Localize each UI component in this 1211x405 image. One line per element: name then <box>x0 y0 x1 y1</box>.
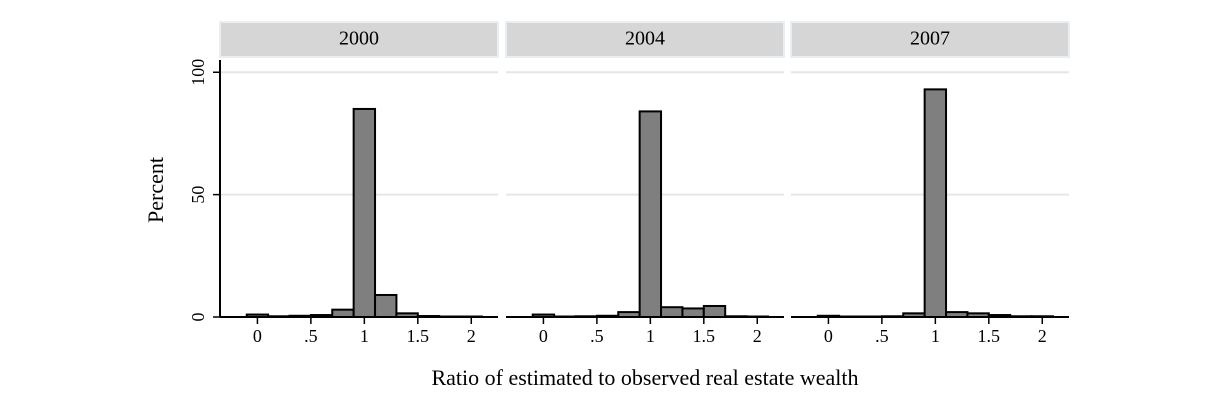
bar <box>352 107 377 318</box>
bar <box>923 88 948 318</box>
bar <box>702 304 727 319</box>
facet-strip <box>790 21 1070 58</box>
bar <box>681 307 705 318</box>
bar <box>331 308 355 318</box>
x-tick-label: 0 <box>539 326 548 346</box>
x-tick-label: 2 <box>1038 326 1047 346</box>
x-tick-label: .5 <box>590 326 604 346</box>
x-tick-label: 1.5 <box>978 326 1001 346</box>
y-tick-label: 50 <box>188 186 208 204</box>
x-tick-label: 2 <box>467 326 476 346</box>
facet-strip <box>505 21 785 58</box>
facet-title: 2004 <box>625 28 665 50</box>
x-tick-label: 1 <box>646 326 655 346</box>
bar <box>660 306 684 319</box>
y-tick-label: 0 <box>188 313 208 322</box>
x-tick-label: 2 <box>753 326 762 346</box>
facet-title: 2007 <box>910 28 950 50</box>
bar <box>638 110 663 319</box>
facet-title: 2000 <box>339 28 379 50</box>
x-tick-label: 1.5 <box>693 326 716 346</box>
x-axis-label: Ratio of estimated to observed real esta… <box>431 365 858 390</box>
x-tick-label: 1 <box>931 326 940 346</box>
y-tick-label: 100 <box>188 59 208 86</box>
facet-strip <box>219 21 499 58</box>
x-tick-label: .5 <box>304 326 318 346</box>
y-axis-label: Percent <box>143 157 168 223</box>
x-tick-label: 1 <box>360 326 369 346</box>
x-tick-label: 0 <box>253 326 262 346</box>
x-tick-label: 1.5 <box>407 326 430 346</box>
bar <box>374 293 398 319</box>
x-tick-label: .5 <box>875 326 889 346</box>
x-tick-label: 0 <box>824 326 833 346</box>
